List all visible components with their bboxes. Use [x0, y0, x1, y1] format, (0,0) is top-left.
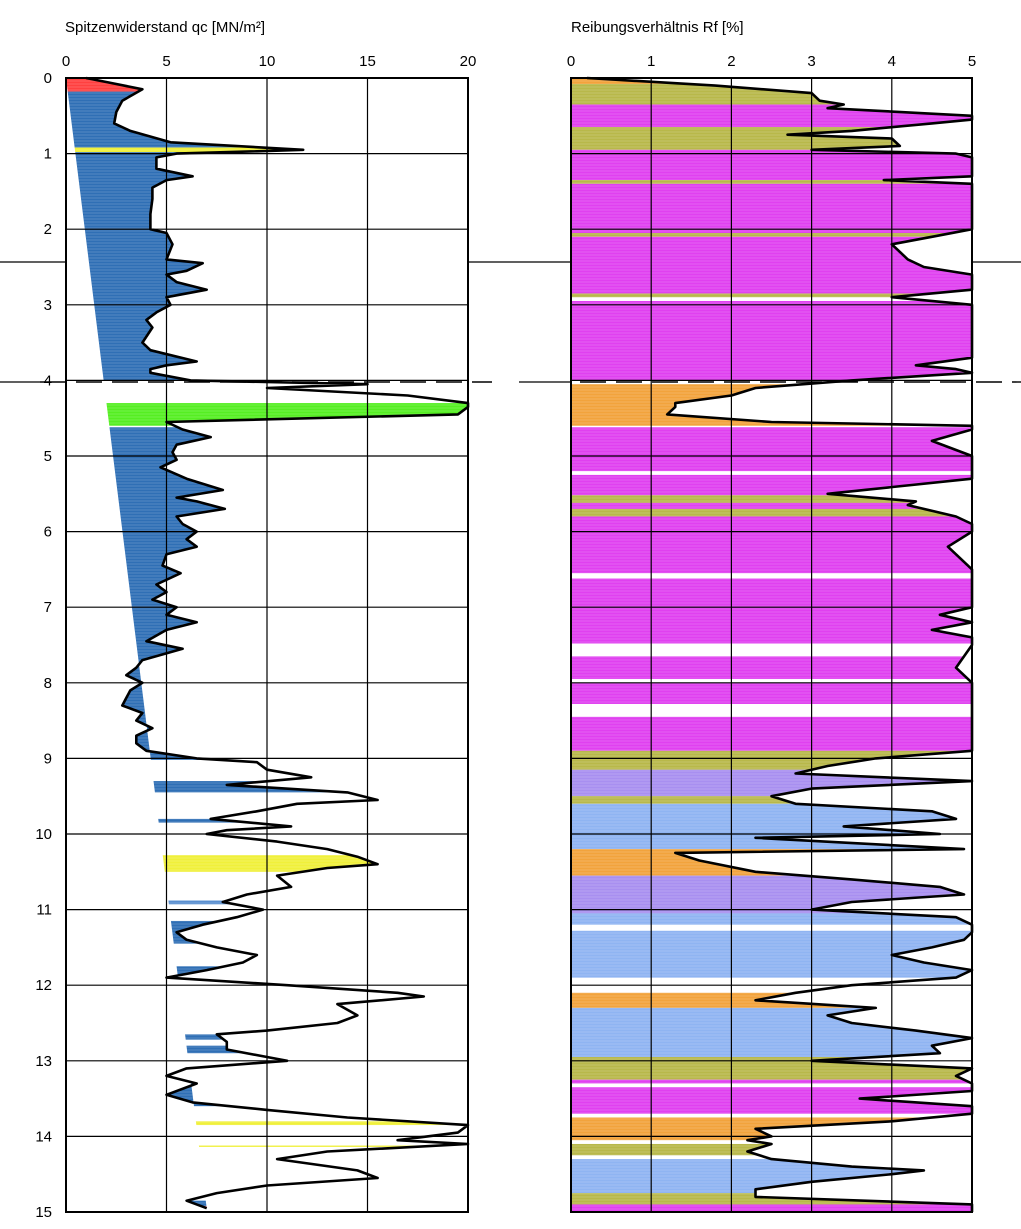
depth-tick-label: 1: [44, 146, 52, 163]
qc-x-tick-label: 5: [162, 53, 170, 70]
rf-soil-band: [571, 427, 972, 472]
rf-soil-band: [571, 183, 972, 233]
rf-soil-band: [571, 149, 972, 181]
rf-x-tick-label: 0: [567, 53, 575, 70]
depth-tick-label: 15: [35, 1204, 52, 1221]
qc-profile-line: [85, 76, 470, 1210]
depth-tick-label: 0: [44, 70, 52, 87]
depth-tick-label: 5: [44, 448, 52, 465]
rf-soil-band: [571, 293, 972, 298]
depth-tick-label: 13: [35, 1053, 52, 1070]
rf-soil-band: [571, 656, 972, 680]
rf-soil-band: [571, 508, 972, 517]
rf-soil-band: [571, 1204, 972, 1212]
depth-tick-label: 10: [35, 826, 52, 843]
rf-soil-band: [571, 913, 972, 925]
rf-soil-band: [571, 495, 972, 503]
depth-tick-label: 2: [44, 221, 52, 238]
rf-soil-band: [571, 682, 972, 704]
depth-tick-label: 6: [44, 524, 52, 541]
rf-soil-band: [571, 796, 972, 804]
rf-soil-band: [571, 578, 972, 644]
depth-tick-label: 7: [44, 599, 52, 616]
rf-soil-band: [571, 1193, 972, 1205]
depth-tick-label: 9: [44, 750, 52, 767]
rf-panel: 0 1 2 3 4 5: [567, 53, 976, 1213]
qc-x-tick-label: 20: [460, 53, 477, 70]
rf-x-tick-label: 4: [888, 53, 896, 70]
rf-x-tick-label: 5: [968, 53, 976, 70]
rf-soil-band: [571, 301, 972, 381]
right-chart-title: Reibungsverhältnis Rf [%]: [571, 19, 744, 36]
rf-soil-layers: [571, 78, 972, 1212]
depth-tick-label: 14: [35, 1128, 52, 1145]
rf-x-tick-label: 3: [807, 53, 815, 70]
rf-x-tick-label: 1: [647, 53, 655, 70]
left-chart-title: Spitzenwiderstand qc [MN/m²]: [65, 19, 265, 36]
depth-tick-label: 11: [36, 902, 52, 919]
rf-x-tick-label: 2: [727, 53, 735, 70]
rf-soil-band: [571, 232, 972, 237]
depth-tick-label: 3: [44, 297, 52, 314]
qc-x-tick-label: 0: [62, 53, 70, 70]
qc-x-tick-label: 10: [259, 53, 276, 70]
depth-tick-label: 8: [44, 675, 52, 692]
rf-soil-band: [571, 716, 972, 751]
depth-tick-label: 12: [35, 977, 52, 994]
rf-soil-band: [571, 502, 972, 509]
rf-soil-band: [571, 516, 972, 574]
qc-x-tick-label: 15: [359, 53, 376, 70]
water-level-markers: [0, 261, 1021, 383]
rf-soil-band: [571, 1079, 972, 1084]
qc-frame: [65, 77, 469, 1213]
depth-tick-label: 4: [44, 372, 52, 389]
rf-frame: [570, 77, 973, 1213]
rf-soil-band: [571, 180, 972, 184]
